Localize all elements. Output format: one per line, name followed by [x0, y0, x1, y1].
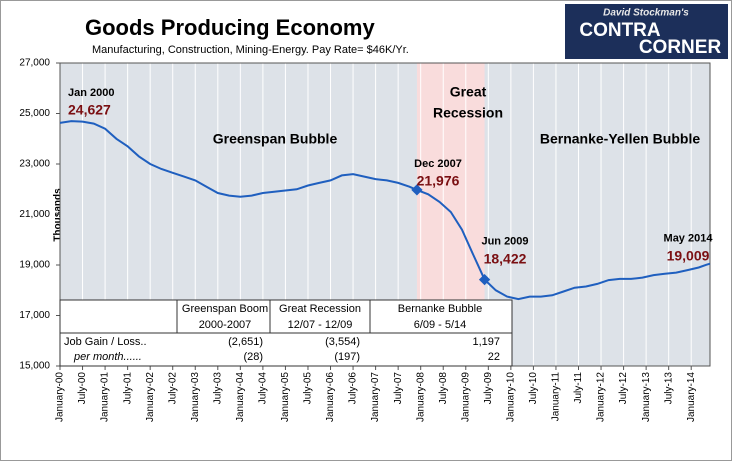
callout-date: Jan 2000: [68, 87, 114, 99]
x-tick-label: July-07: [393, 372, 404, 405]
x-tick-label: July-00: [77, 372, 88, 405]
logo-text: CORNER: [639, 37, 722, 58]
table-cell: Job Gain / Loss..: [64, 336, 147, 348]
x-tick-label: July-09: [483, 372, 494, 405]
x-tick-label: January-07: [370, 372, 381, 422]
x-tick-label: July-10: [528, 372, 539, 405]
y-tick-label: 21,000: [19, 209, 50, 220]
chart-title: Goods Producing Economy: [85, 15, 375, 40]
x-tick-label: July-06: [348, 372, 359, 405]
x-tick-label: January-00: [55, 372, 66, 422]
callout-marker: [411, 184, 423, 196]
table-cell: (3,554): [325, 336, 360, 348]
region-label: Great: [450, 84, 487, 100]
x-tick-label: January-05: [280, 372, 291, 422]
table-cell: (28): [243, 351, 263, 363]
logo-text: CONTRA: [579, 20, 661, 41]
y-tick-label: 23,000: [19, 159, 50, 170]
callout-value: 24,627: [68, 102, 111, 118]
region-label: Recession: [433, 105, 503, 121]
x-tick-label: January-06: [325, 372, 336, 422]
logo: David Stockman's CONTRA CORNER: [565, 4, 728, 59]
x-tick-label: January-03: [190, 372, 201, 422]
x-tick-label: July-03: [212, 372, 223, 405]
y-tick-label: 27,000: [19, 58, 50, 69]
x-tick-label: July-08: [438, 372, 449, 405]
table-header: Great Recession: [279, 303, 361, 315]
x-tick-label: July-05: [303, 372, 314, 405]
data-line: [59, 120, 711, 301]
x-tick-label: January-04: [235, 372, 246, 422]
callout-marker: [478, 273, 491, 286]
y-tick-label: 25,000: [19, 108, 50, 119]
logo-text: David Stockman's: [603, 8, 689, 19]
table-cell: per month......: [73, 351, 142, 363]
x-tick-label: January-09: [460, 372, 471, 422]
table-cell: (2,651): [228, 336, 263, 348]
callout-value: 18,422: [484, 250, 527, 266]
x-tick-label: January-14: [686, 372, 697, 422]
callout-value: 19,009: [667, 247, 710, 263]
x-tick-label: July-02: [167, 372, 178, 405]
table-header: 12/07 - 12/09: [288, 319, 353, 331]
y-tick-label: 17,000: [19, 310, 50, 321]
table-header: Bernanke Bubble: [398, 303, 482, 315]
table-cell: 22: [488, 351, 500, 363]
x-tick-label: July-13: [663, 372, 674, 405]
x-tick-label: January-01: [100, 372, 111, 422]
callout-date: Dec 2007: [414, 158, 462, 170]
callout-date: Jun 2009: [481, 236, 528, 248]
x-tick-label: January-11: [551, 372, 562, 422]
region-label: Bernanke-Yellen Bubble: [540, 131, 700, 147]
table-cell: (197): [334, 351, 360, 363]
x-tick-label: July-11: [573, 372, 584, 404]
x-tick-label: July-04: [258, 372, 269, 405]
logo-box: [565, 4, 728, 59]
x-tick-label: January-10: [506, 372, 517, 422]
y-tick-label: 15,000: [19, 361, 50, 372]
x-tick-label: January-13: [641, 372, 652, 422]
x-tick-label: January-08: [415, 372, 426, 422]
table-header: 2000-2007: [199, 319, 252, 331]
x-tick-label: July-01: [122, 372, 133, 405]
table-cell: 1,197: [472, 336, 500, 348]
region-label: Greenspan Bubble: [213, 131, 338, 147]
table-header: Greenspan Boom: [182, 303, 268, 315]
chart-subtitle: Manufacturing, Construction, Mining-Ener…: [92, 44, 409, 56]
callout-value: 21,976: [417, 173, 460, 189]
callout-date: May 2014: [664, 233, 714, 245]
x-tick-label: January-02: [145, 372, 156, 422]
x-tick-label: January-12: [596, 372, 607, 422]
x-tick-label: July-12: [618, 372, 629, 405]
y-tick-label: 19,000: [19, 260, 50, 271]
table-header: 6/09 - 5/14: [414, 319, 467, 331]
